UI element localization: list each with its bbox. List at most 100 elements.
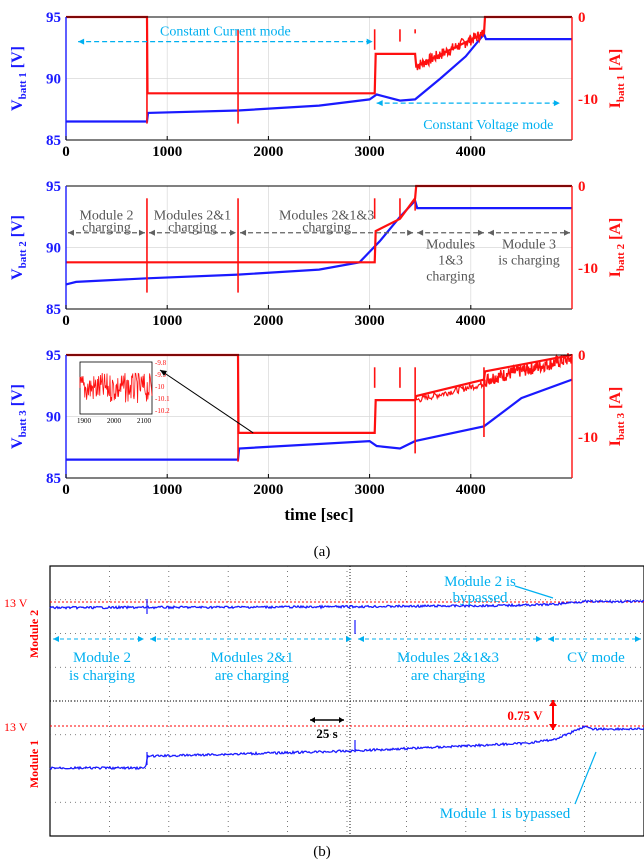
subplot-batt3: 0 1000 2000 3000 4000 85 90 95 0 -10 Vbatt 3 [V] Ib… — [9, 348, 627, 524]
y-left-label-unit: [V] — [9, 46, 26, 72]
annotation-text: Module 3 — [502, 238, 556, 253]
arrow-head-right — [138, 229, 145, 236]
arrow-head-left — [68, 229, 74, 236]
y-left-label-sub: batt 2 — [17, 241, 29, 269]
inset-x-tick-label: 2100 — [137, 417, 152, 425]
y-right-label-main: I — [607, 440, 624, 446]
y-right-label-sub: batt 2 — [615, 243, 627, 271]
arrow-head-right — [230, 229, 237, 236]
annotation-text: are charging — [411, 668, 486, 684]
inset-x-tick-label: 2000 — [107, 417, 122, 425]
arrow-head-left — [240, 229, 247, 236]
y-left-label-main: V — [9, 99, 26, 111]
y-right-label-unit: [A] — [607, 218, 624, 244]
y-left-tick-label: 95 — [46, 348, 61, 364]
arrow-head-left — [548, 636, 554, 642]
trace-lower-label: Module 1 — [27, 740, 41, 788]
annotation-text: Modules 2&1 — [154, 209, 231, 224]
y-left-tick-label: 90 — [46, 410, 61, 426]
trace-module-2 — [49, 599, 644, 610]
arrow-head-left — [310, 717, 315, 723]
current-line — [66, 184, 572, 264]
arrow-head-left — [150, 636, 156, 642]
x-tick-label: 3000 — [355, 482, 385, 498]
arrow-head-right — [536, 636, 542, 642]
x-tick-label: 1000 — [152, 313, 182, 329]
annotation-text: 1&3 — [438, 254, 463, 269]
inset-current-noise — [79, 372, 153, 404]
x-tick-label: 3000 — [355, 144, 385, 160]
y-left-axis-label: Vbatt 2 [V] — [9, 215, 29, 280]
y-right-label-main: I — [607, 271, 624, 277]
y-left-tick-label: 85 — [46, 302, 61, 318]
inset-y-tick-label: -10 — [155, 383, 165, 391]
y-left-axis-label: Vbatt 3 [V] — [9, 384, 29, 449]
arrow-head-right — [366, 38, 373, 45]
y-left-label-unit: [V] — [9, 215, 26, 241]
current-noise-band — [415, 29, 485, 71]
arrow-head-left — [376, 100, 383, 107]
y-left-label-sub: batt 1 — [17, 72, 29, 99]
x-tick-label: 3000 — [355, 313, 385, 329]
y-right-tick-label: -10 — [578, 92, 598, 108]
y-right-label-sub: batt 3 — [615, 412, 627, 440]
inset-y-tick-label: -10.2 — [155, 407, 170, 415]
voltage-line — [66, 32, 572, 123]
annotation-text: Constant Voltage mode — [423, 118, 553, 133]
time-div-label: 25 s — [316, 726, 337, 741]
annotation-text: Modules 2&1 — [211, 650, 294, 666]
x-tick-label: 1000 — [152, 144, 182, 160]
arrow-head-right — [635, 636, 641, 642]
current-noise-band — [484, 353, 573, 388]
y-left-tick-label: 95 — [46, 10, 61, 26]
annotation-text: Constant Current mode — [160, 25, 291, 40]
annotation-text: charging — [82, 221, 131, 236]
annotation-text: Modules — [426, 238, 475, 253]
x-axis-label: time [sec] — [284, 505, 353, 524]
annotation-text: charging — [168, 221, 217, 236]
y-right-label-main: I — [607, 102, 624, 108]
subplot-batt1: 0 1000 2000 3000 4000 85 90 95 0 -10 Vbatt 1 [V] Ib… — [9, 10, 627, 160]
bypass-arrow — [514, 585, 554, 599]
y-left-axis-label: Vbatt 1 [V] — [9, 46, 29, 111]
x-tick-label: 2000 — [253, 313, 283, 329]
zoom-arrow — [159, 369, 254, 434]
x-tick-label: 0 — [62, 313, 70, 329]
x-tick-label: 2000 — [253, 482, 283, 498]
panel-b-label: (b) — [313, 844, 331, 860]
y-left-tick-label: 85 — [46, 471, 61, 487]
y-right-tick-label: 0 — [578, 179, 586, 195]
arrow-head-up — [549, 700, 557, 706]
bypass-arrow — [574, 751, 597, 805]
y-right-tick-label: -10 — [578, 261, 598, 277]
panel-a: 0 1000 2000 3000 4000 85 90 95 0 -10 Vbatt 1 [V] Ib… — [9, 10, 627, 524]
y-right-label-sub: batt 1 — [615, 75, 627, 102]
x-tick-label: 4000 — [456, 482, 486, 498]
y-left-label-sub: batt 3 — [17, 410, 29, 438]
y-left-tick-label: 90 — [46, 72, 61, 88]
arrow-head-right — [339, 717, 344, 723]
annotation-text: Module 2 is — [444, 574, 516, 590]
threshold-lower-label: 13 V — [4, 720, 28, 734]
arrow-head-right — [138, 636, 144, 642]
inset-x-tick-label: 1900 — [77, 417, 92, 425]
x-tick-label: 4000 — [456, 144, 486, 160]
x-tick-label: 0 — [62, 144, 70, 160]
inset-plot: -9.8 -9.9 -10 -10.1 -10.2 1900 2000 2100 — [77, 359, 170, 425]
annotation-text: Modules 2&1&3 — [397, 650, 499, 666]
arrow-head-right — [564, 229, 570, 236]
current-noise-band — [415, 381, 484, 403]
y-left-tick-label: 85 — [46, 133, 61, 149]
current-line — [66, 15, 572, 95]
x-tick-label: 4000 — [456, 313, 486, 329]
y-right-axis-label: Ibatt 3 [A] — [607, 387, 627, 447]
panel-a-label: (a) — [314, 544, 331, 560]
y-right-tick-label: 0 — [578, 10, 586, 26]
annotation-text: Module 1 is bypassed — [440, 806, 571, 822]
annotation-text: bypassed — [453, 590, 508, 606]
arrow-head-right — [553, 100, 560, 107]
y-right-tick-label: 0 — [578, 348, 586, 364]
annotation-text: Module 2 — [73, 650, 131, 666]
annotation-text: are charging — [215, 668, 290, 684]
